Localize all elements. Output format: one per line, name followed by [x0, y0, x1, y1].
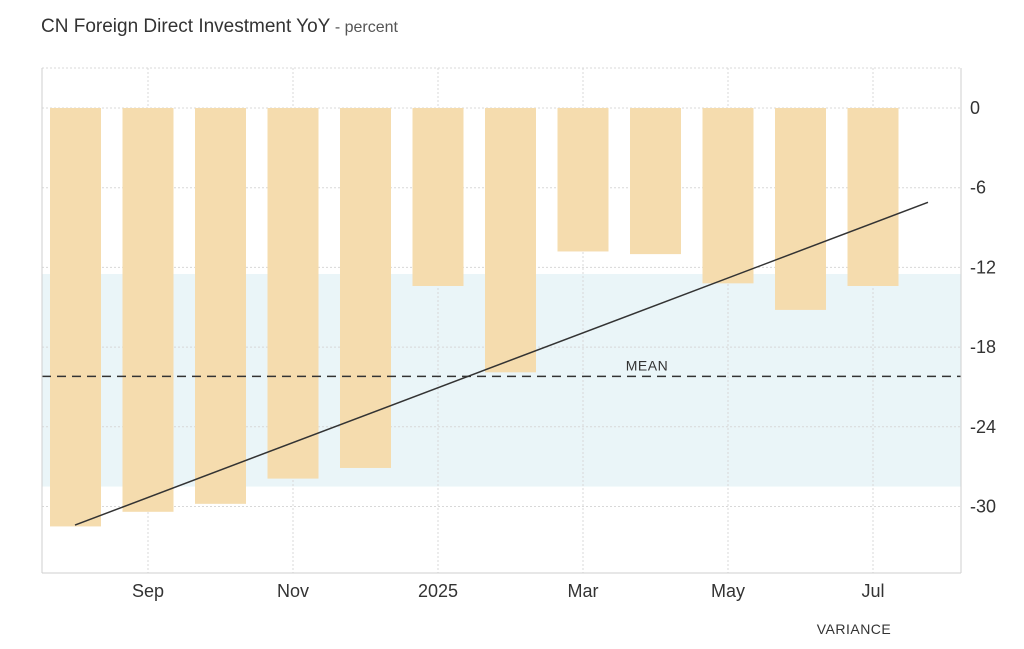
- bar: [485, 108, 536, 373]
- bar: [557, 108, 609, 252]
- y-tick-label: -24: [970, 417, 996, 437]
- trend-line: [74, 201, 929, 526]
- chart-title-block: CN Foreign Direct Investment YoY - perce…: [41, 16, 398, 38]
- variance-label: VARIANCE: [817, 621, 892, 637]
- bar: [195, 108, 246, 504]
- mean-label: MEAN: [626, 357, 668, 373]
- y-tick-label: -18: [970, 337, 996, 357]
- bar: [50, 108, 101, 527]
- y-tick-label: -30: [970, 496, 996, 516]
- x-tick-label: Jul: [861, 581, 884, 601]
- x-tick-label: Mar: [568, 581, 599, 601]
- x-tick-label: May: [711, 581, 745, 601]
- bar: [267, 108, 319, 479]
- x-tick-label: Nov: [277, 581, 309, 601]
- x-tick-label: Sep: [132, 581, 164, 601]
- x-tick-label: 2025: [418, 581, 458, 601]
- bar: [775, 108, 826, 310]
- bar: [340, 108, 391, 468]
- y-tick-label: -6: [970, 178, 986, 198]
- bar: [702, 108, 754, 284]
- chart-title: CN Foreign Direct Investment YoY: [41, 16, 331, 37]
- bar: [630, 108, 681, 255]
- bar: [847, 108, 899, 286]
- bar: [122, 108, 174, 512]
- y-tick-label: 0: [970, 98, 980, 118]
- chart-subtitle: - percent: [334, 19, 398, 36]
- y-tick-label: -12: [970, 257, 996, 277]
- bar: [412, 108, 464, 286]
